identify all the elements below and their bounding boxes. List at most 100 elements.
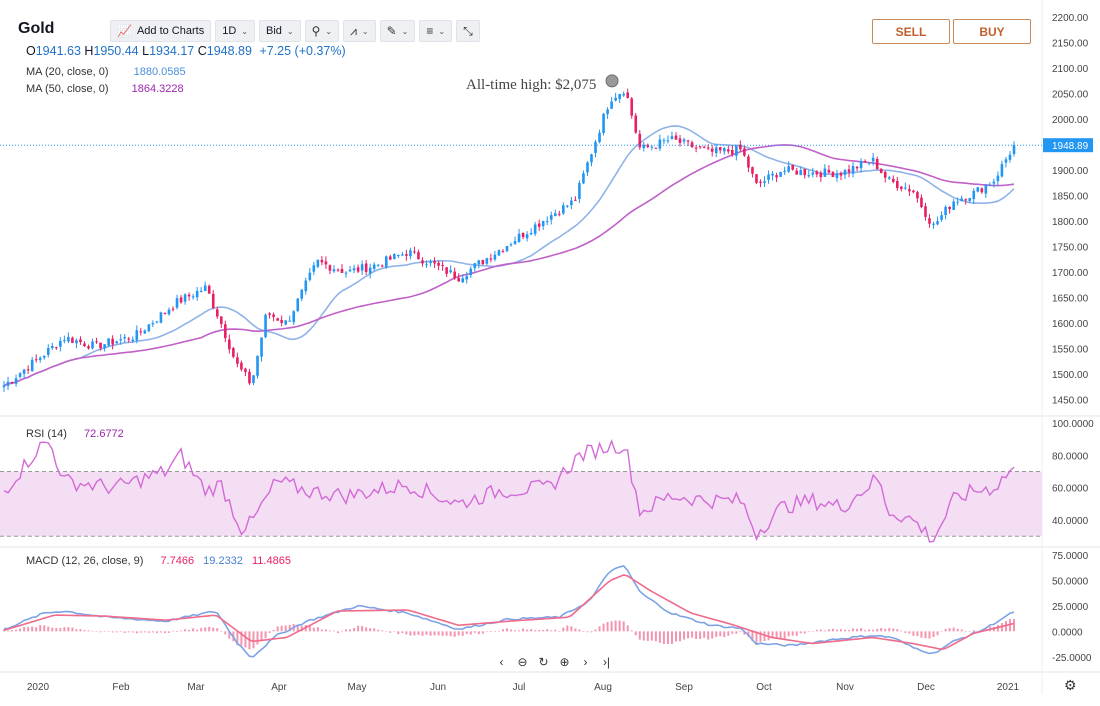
macd-histogram-bar (956, 628, 959, 632)
candle-body (268, 313, 271, 315)
layers-select[interactable]: ≡ ⌄ (419, 20, 453, 42)
candle-body (529, 232, 533, 235)
candle-body (497, 250, 501, 256)
x-tick-label: Sep (675, 682, 693, 693)
drawing-tools-select[interactable]: ✎ ⌄ (379, 20, 416, 42)
candle-body (328, 265, 332, 271)
candle-body (429, 261, 432, 264)
candle-body (376, 264, 380, 266)
reset-icon[interactable]: ↻ (538, 655, 549, 669)
candle-body (42, 355, 46, 358)
macd-histogram-bar (944, 628, 947, 632)
open-label: O (26, 44, 36, 58)
macd-histogram-bar (538, 630, 541, 632)
candle-body (964, 199, 968, 201)
candle-body (441, 265, 444, 267)
candle-body (739, 144, 742, 150)
macd-histogram-bar (703, 631, 706, 638)
macd-histogram-bar (892, 628, 895, 632)
candle-body (803, 168, 807, 176)
high-value: 1950.44 (93, 44, 139, 58)
price-side-select[interactable]: Bid ⌄ (258, 20, 301, 42)
macd-histogram-bar (43, 625, 46, 632)
x-tick-label: Jul (513, 682, 526, 693)
macd-histogram-bar (731, 631, 734, 634)
macd-histogram-bar (574, 628, 577, 632)
interval-select[interactable]: 1D ⌄ (215, 20, 255, 42)
macd-histogram-bar (739, 631, 742, 633)
ma50-legend[interactable]: MA (50, close, 0) 1864.3228 (26, 83, 184, 95)
rsi-legend[interactable]: RSI (14) 72.6772 (26, 428, 124, 440)
candle-body (706, 147, 710, 149)
macd-histogram-bar (852, 628, 855, 632)
candle-body (988, 184, 992, 186)
macd-histogram-bar (642, 631, 645, 641)
candle-body (795, 170, 799, 175)
zoom-out-icon[interactable]: ⊖ (517, 655, 528, 669)
candle-body (541, 221, 545, 227)
ma20-legend[interactable]: MA (20, close, 0) 1880.0585 (26, 66, 186, 78)
macd-histogram-bar (743, 631, 746, 635)
macd-histogram-bar (119, 631, 122, 632)
candle-body (469, 268, 473, 276)
chart-type-select[interactable]: ⚲ ⌄ (304, 20, 340, 42)
candle-body (83, 343, 86, 347)
macd-value-2: 19.2332 (203, 555, 243, 567)
fullscreen-icon: ⤡ (463, 23, 473, 38)
macd-histogram-bar (514, 630, 517, 632)
candle-body (920, 197, 923, 208)
macd-histogram-bar (123, 631, 126, 633)
candle-body (139, 331, 143, 333)
macd-histogram-bar (357, 625, 360, 632)
add-to-charts-label: Add to Charts (136, 25, 205, 37)
zoom-in-icon[interactable]: ⊕ (559, 655, 570, 669)
macd-histogram-bar (19, 628, 22, 632)
settings-gear-icon[interactable]: ⚙ (1064, 677, 1077, 693)
candle-body (936, 221, 939, 225)
macd-histogram-bar (723, 631, 726, 638)
macd-histogram-bar (727, 631, 730, 636)
macd-histogram-bar (928, 631, 931, 639)
last-price-badge (1043, 138, 1093, 153)
candle-body (578, 183, 581, 199)
sell-button[interactable]: SELL (872, 19, 950, 44)
candle-body (119, 339, 122, 341)
macd-histogram-bar (546, 629, 549, 632)
candle-body (409, 250, 412, 257)
close-label: C (197, 44, 207, 58)
candle-body (191, 296, 195, 298)
macd-histogram-bar (332, 630, 335, 632)
indicators-select[interactable]: ⩘ ⌄ (343, 20, 376, 42)
fullscreen-button[interactable]: ⤡ (456, 20, 480, 42)
candle-body (582, 173, 585, 184)
candle-body (731, 149, 734, 155)
add-to-charts-button[interactable]: 📈 Add to Charts (110, 20, 212, 42)
macd-histogram-bar (662, 631, 665, 644)
candle-body (159, 312, 163, 323)
macd-histogram-bar (3, 629, 5, 632)
macd-histogram-bar (534, 630, 537, 632)
macd-histogram-bar (320, 629, 323, 632)
buy-button[interactable]: BUY (953, 19, 1031, 44)
scroll-right-icon[interactable]: › (583, 655, 588, 669)
candle-body (807, 175, 811, 177)
x-tick-label: Mar (187, 682, 205, 693)
scroll-left-icon[interactable]: ‹ (499, 655, 504, 669)
ohlc-readout: O1941.63 H1950.44 L1934.17 C1948.89 +7.2… (26, 44, 346, 58)
macd-histogram-bar (192, 628, 195, 632)
candle-body (288, 320, 291, 322)
macd-histogram-bar (163, 631, 166, 633)
scroll-end-icon[interactable]: ›| (602, 655, 611, 669)
candle-body (199, 290, 203, 292)
candle-body (638, 133, 642, 148)
candle-body (405, 254, 408, 256)
macd-histogram-bar (940, 630, 943, 632)
price-tick-label: 1900.00 (1052, 166, 1089, 177)
macd-histogram-bar (389, 631, 392, 633)
layers-icon: ≡ (426, 24, 434, 38)
macd-legend[interactable]: MACD (12, 26, close, 9) 7.7466 19.2332 1… (26, 555, 291, 567)
candle-body (240, 362, 243, 370)
macd-histogram-bar (864, 630, 867, 632)
candle-body (509, 244, 513, 246)
